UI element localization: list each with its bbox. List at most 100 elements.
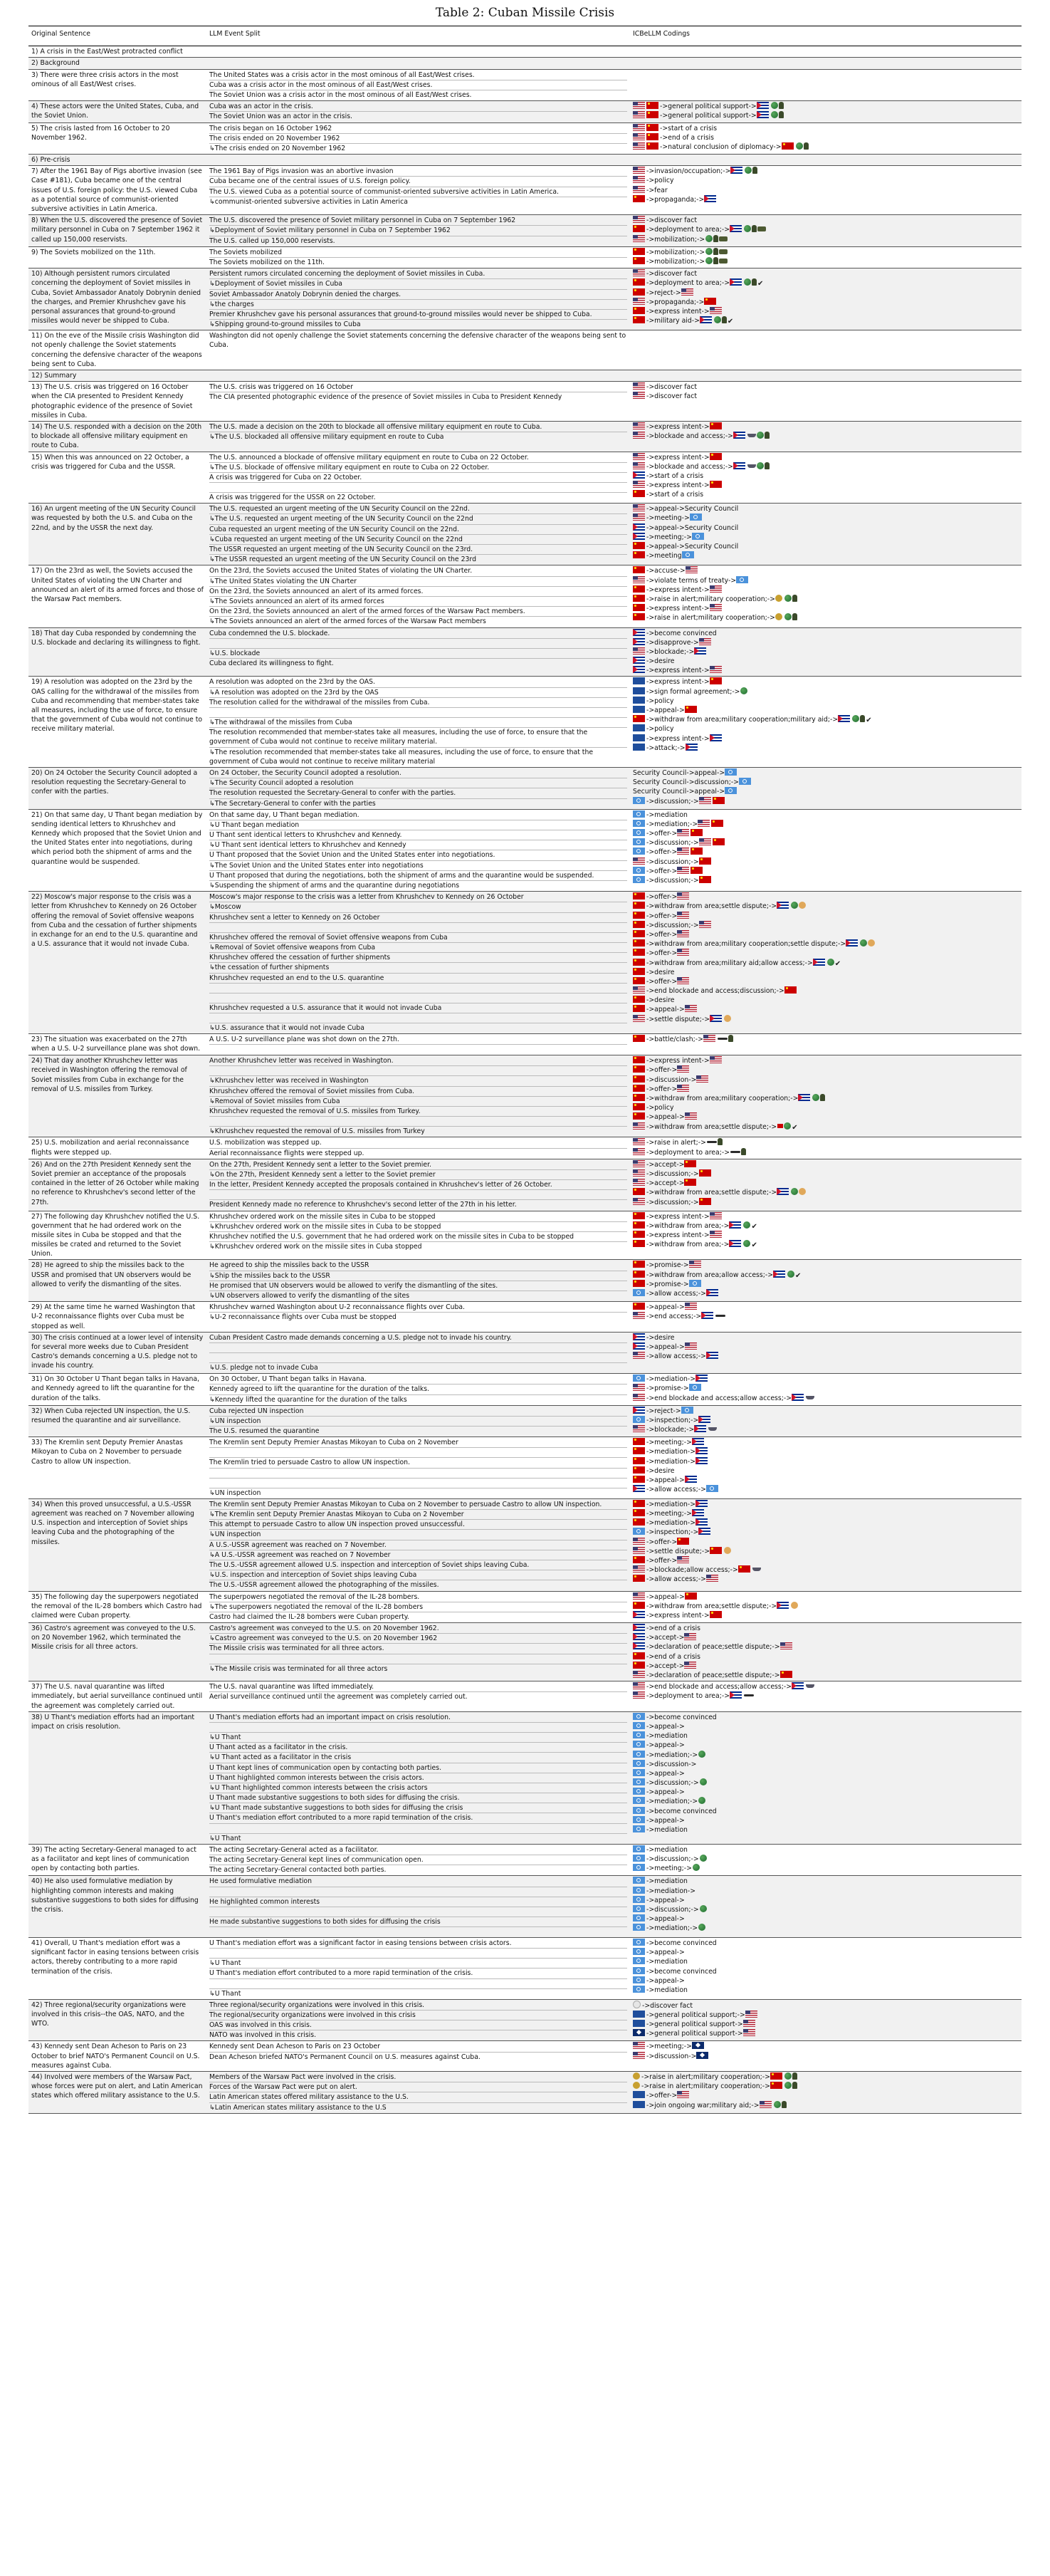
coding-text: ->offer-> — [646, 848, 678, 857]
coding-text: ->appeal-> — [646, 1915, 685, 1924]
coding-text: ->propaganda;-> — [646, 195, 705, 204]
oas-flag-icon — [633, 2010, 645, 2018]
globe-icon — [745, 167, 752, 174]
globe-icon — [756, 432, 764, 439]
globe-icon — [795, 142, 803, 150]
event-split-line: The acting Secretary-General kept lines … — [209, 1855, 627, 1866]
event-split-line: ↳U Thant highlighted common interests be… — [209, 1783, 627, 1794]
event-split-line: Latin American states offered military a… — [209, 2092, 627, 2103]
coding-text: ->mobilization;-> — [646, 257, 705, 266]
coding-text: ->mediation — [646, 1986, 688, 1994]
codings-cell: ->discover fact ->deployment to area;-> ✔ -… — [630, 268, 1022, 331]
table-row: 32) When Cuba rejected UN inspection, th… — [28, 1405, 1022, 1438]
cu-flag-icon — [733, 432, 745, 439]
coding-text: ->discussion;-> — [646, 921, 699, 929]
table-body: 1) A crisis in the East/West protracted … — [28, 46, 1022, 2114]
us-flag-icon — [633, 1691, 645, 1699]
cu-flag-icon — [691, 1438, 704, 1446]
event-split-line: Members of the Warsaw Pact were involved… — [209, 2072, 627, 2083]
cu-flag-icon — [756, 111, 769, 119]
su-flag-icon — [633, 902, 645, 909]
codings-cell — [630, 57, 1022, 70]
event-split-line: Cuba condemned the U.S. blockade. — [209, 629, 627, 639]
su-flag-icon — [633, 1499, 645, 1507]
event-split-cell: The crisis began on 16 October 1962 The c… — [206, 122, 630, 155]
event-split-line: ↳UN inspection — [209, 1530, 627, 1540]
event-split-cell: A U.S. U-2 surveillance plane was shot d… — [206, 1033, 630, 1056]
coding-line: ->meeting;-> — [633, 2042, 1019, 2051]
table-row: 22) Moscow's major response to the crisi… — [28, 891, 1022, 1035]
coding-text: ->discover fact — [642, 2001, 693, 2010]
us-flag-icon — [633, 1169, 645, 1177]
us-flag-icon — [633, 1138, 645, 1146]
coding-text: ->appeal-> — [646, 1303, 685, 1312]
us-flag-icon — [633, 2042, 645, 2050]
coding-text: ->discover fact — [646, 383, 697, 392]
us-flag-icon — [703, 1035, 715, 1043]
coding-line: ->offer-> — [633, 949, 1019, 958]
coding-text: ->natural conclusion of diplomacy-> — [660, 142, 782, 151]
table-row: 31) On 30 October U Thant began talks in… — [28, 1373, 1022, 1406]
coding-text: ->become convinced — [646, 1967, 717, 1976]
coding-text: ->withdraw from area;-> — [646, 1221, 730, 1230]
globe-icon — [791, 902, 799, 909]
coding-text: ->discover fact — [646, 270, 697, 278]
us-flag-icon — [677, 949, 690, 956]
table-row: 17) On the 23rd as well, the Soviets acc… — [28, 565, 1022, 628]
coding-text: ->blockade;-> — [646, 647, 695, 656]
event-split-cell: On the 23rd, the Soviets accused the Uni… — [206, 565, 630, 628]
un-flag-icon — [633, 1731, 645, 1739]
codings-cell: ->mediation-> ->meeting;-> ->mediation-> ->… — [630, 1498, 1022, 1592]
tank-icon — [757, 226, 767, 232]
us-flag-icon — [633, 1546, 645, 1554]
us-flag-icon — [633, 176, 645, 184]
coding-line: ->policy — [633, 176, 1019, 185]
globe-icon — [770, 102, 778, 110]
coding-line: ->settle dispute;-> — [633, 1546, 1019, 1556]
event-split-line: The 1961 Bay of Pigs invasion was an abo… — [209, 167, 627, 177]
coding-text: ->appeal-> — [646, 1769, 685, 1778]
globe-icon — [699, 1855, 707, 1862]
event-split-cell: Khrushchev warned Washington about U-2 r… — [206, 1301, 630, 1333]
us-flag-icon — [633, 1682, 645, 1690]
cu-flag-icon — [838, 715, 851, 723]
un-flag-icon — [633, 1914, 645, 1922]
us-flag-icon — [633, 234, 645, 242]
table-row: 26) And on the 27th President Kennedy se… — [28, 1159, 1022, 1211]
un-flag-icon — [633, 876, 645, 883]
soldier-icon — [764, 432, 770, 439]
un-flag-icon — [633, 1797, 645, 1805]
coding-line: ->general political support-> — [633, 2029, 1019, 2038]
coding-text: ->offer-> — [646, 1556, 678, 1565]
original-sentence: 21) On that same day, U Thant began medi… — [28, 809, 206, 892]
codings-cell: ->express intent-> ->offer-> ->discussion-… — [630, 1055, 1022, 1138]
globe-icon — [705, 247, 713, 255]
globe-icon — [784, 1122, 792, 1130]
table-row: 6) Pre-crisis — [28, 154, 1022, 167]
original-sentence: 25) U.S. mobilization and aerial reconna… — [28, 1137, 206, 1159]
soldier-icon — [792, 2072, 797, 2080]
su-flag-icon — [633, 1438, 645, 1446]
coding-line: ->join ongoing war;military aid;-> — [633, 2100, 1019, 2110]
un-flag-icon — [633, 1759, 645, 1767]
event-split-line — [209, 923, 627, 933]
event-split-cell: The Kremlin sent Deputy Premier Anastas … — [206, 1498, 630, 1592]
event-split-line: U Thant kept lines of communication open… — [209, 1763, 627, 1773]
coding-text: ->invasion/occupation;-> — [646, 167, 731, 176]
table-row: 16) An urgent meeting of the UN Security… — [28, 503, 1022, 566]
original-sentence: 14) The U.S. responded with a decision o… — [28, 421, 206, 452]
soldier-icon — [752, 278, 757, 286]
event-split-line — [209, 1190, 627, 1201]
event-split-line: ↳Moscow — [209, 902, 627, 913]
event-split-line: ↳The Missile crisis was terminated for a… — [209, 1664, 388, 1673]
globe-icon — [743, 1240, 751, 1248]
original-sentence: 27) The following day Khrushchev notifie… — [28, 1211, 206, 1261]
event-split-line: A crisis was triggered for the USSR on 2… — [209, 494, 376, 502]
globe-icon — [784, 2072, 792, 2080]
event-split-line: NATO was involved in this crisis. — [209, 2031, 317, 2040]
event-split-line: U Thant acted as a facilitator in the cr… — [209, 1743, 627, 1753]
event-split-line — [209, 1448, 627, 1459]
codings-cell: ->invasion/occupation;-> ->policy ->fear ->… — [630, 165, 1022, 216]
coding-text: ->allow access;-> — [646, 1290, 706, 1298]
coding-text: ->declaration of peace;settle dispute;-> — [646, 1672, 780, 1679]
